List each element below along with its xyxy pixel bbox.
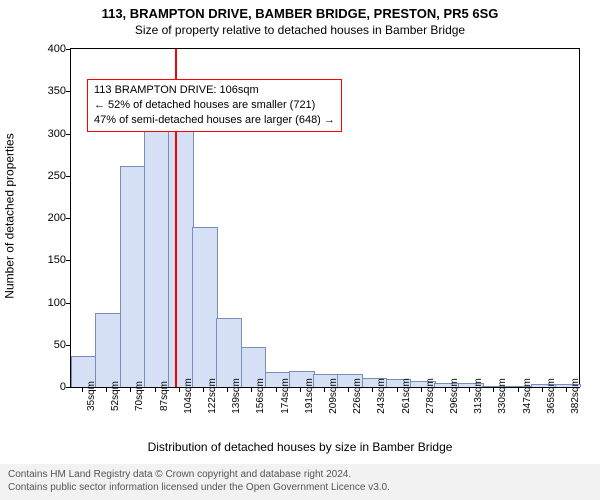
xtick-label: 174sqm: [280, 378, 291, 414]
xtick-label: 382sqm: [570, 378, 581, 414]
xtick-mark: [397, 388, 398, 392]
ytick-label: 350: [36, 85, 66, 97]
xtick-mark: [300, 388, 301, 392]
xtick-mark: [469, 388, 470, 392]
xtick-mark: [251, 388, 252, 392]
xtick-mark: [106, 388, 107, 392]
xtick-label: 296sqm: [449, 378, 460, 414]
annotation-line-3: 47% of semi-detached houses are larger (…: [94, 113, 335, 128]
xtick-mark: [276, 388, 277, 392]
xtick-label: 87sqm: [159, 381, 170, 411]
xtick-mark: [445, 388, 446, 392]
xtick-mark: [155, 388, 156, 392]
plot-area: 113 BRAMPTON DRIVE: 106sqm ← 52% of deta…: [70, 48, 580, 388]
y-axis-label-text: Number of detached properties: [3, 133, 17, 298]
bar: [168, 114, 194, 387]
chart: Number of detached properties 0 50 100 150 2…: [0, 44, 600, 434]
x-axis-label: Distribution of detached houses by size …: [0, 440, 600, 454]
ytick-label: 150: [36, 254, 66, 266]
xtick-mark: [421, 388, 422, 392]
bar: [95, 313, 121, 387]
ytick-label: 100: [36, 297, 66, 309]
xtick-label: 122sqm: [207, 378, 218, 414]
ytick-label: 0: [36, 381, 66, 393]
xtick-label: 313sqm: [473, 378, 484, 414]
ytick-label: 250: [36, 170, 66, 182]
xtick-mark: [203, 388, 204, 392]
footer-line-2: Contains public sector information licen…: [8, 481, 592, 494]
ytick-label: 300: [36, 128, 66, 140]
bar: [192, 227, 218, 387]
annotation-line-2: ← 52% of detached houses are smaller (72…: [94, 98, 335, 113]
xtick-mark: [179, 388, 180, 392]
xtick-label: 226sqm: [352, 378, 363, 414]
xtick-mark: [130, 388, 131, 392]
y-axis-label: Number of detached properties: [0, 44, 20, 388]
page-title: 113, BRAMPTON DRIVE, BAMBER BRIDGE, PRES…: [0, 0, 600, 21]
footer: Contains HM Land Registry data © Crown c…: [0, 464, 600, 500]
xtick-mark: [566, 388, 567, 392]
bar: [216, 318, 242, 387]
xtick-label: 261sqm: [401, 378, 412, 414]
xtick-label: 104sqm: [183, 378, 194, 414]
bar: [144, 111, 170, 387]
xtick-label: 52sqm: [110, 381, 121, 411]
xtick-mark: [518, 388, 519, 392]
xtick-label: 330sqm: [497, 378, 508, 414]
ytick-label: 200: [36, 212, 66, 224]
xtick-mark: [493, 388, 494, 392]
xtick-label: 278sqm: [425, 378, 436, 414]
xtick-label: 365sqm: [546, 378, 557, 414]
xtick-label: 139sqm: [231, 378, 242, 414]
xtick-label: 35sqm: [86, 381, 97, 411]
annotation-box: 113 BRAMPTON DRIVE: 106sqm ← 52% of deta…: [87, 79, 342, 132]
xtick-label: 209sqm: [328, 378, 339, 414]
xtick-mark: [348, 388, 349, 392]
xtick-label: 243sqm: [376, 378, 387, 414]
xtick-mark: [324, 388, 325, 392]
xtick-label: 347sqm: [522, 378, 533, 414]
ytick-label: 50: [36, 339, 66, 351]
xtick-label: 70sqm: [134, 381, 145, 411]
bar: [120, 166, 146, 387]
xtick-mark: [372, 388, 373, 392]
footer-line-1: Contains HM Land Registry data © Crown c…: [8, 468, 592, 481]
page-subtitle: Size of property relative to detached ho…: [0, 21, 600, 37]
xtick-label: 156sqm: [255, 378, 266, 414]
annotation-line-1: 113 BRAMPTON DRIVE: 106sqm: [94, 83, 335, 98]
xtick-label: 191sqm: [304, 378, 315, 414]
xtick-mark: [227, 388, 228, 392]
ytick-label: 400: [36, 43, 66, 55]
xtick-mark: [82, 388, 83, 392]
xtick-mark: [542, 388, 543, 392]
